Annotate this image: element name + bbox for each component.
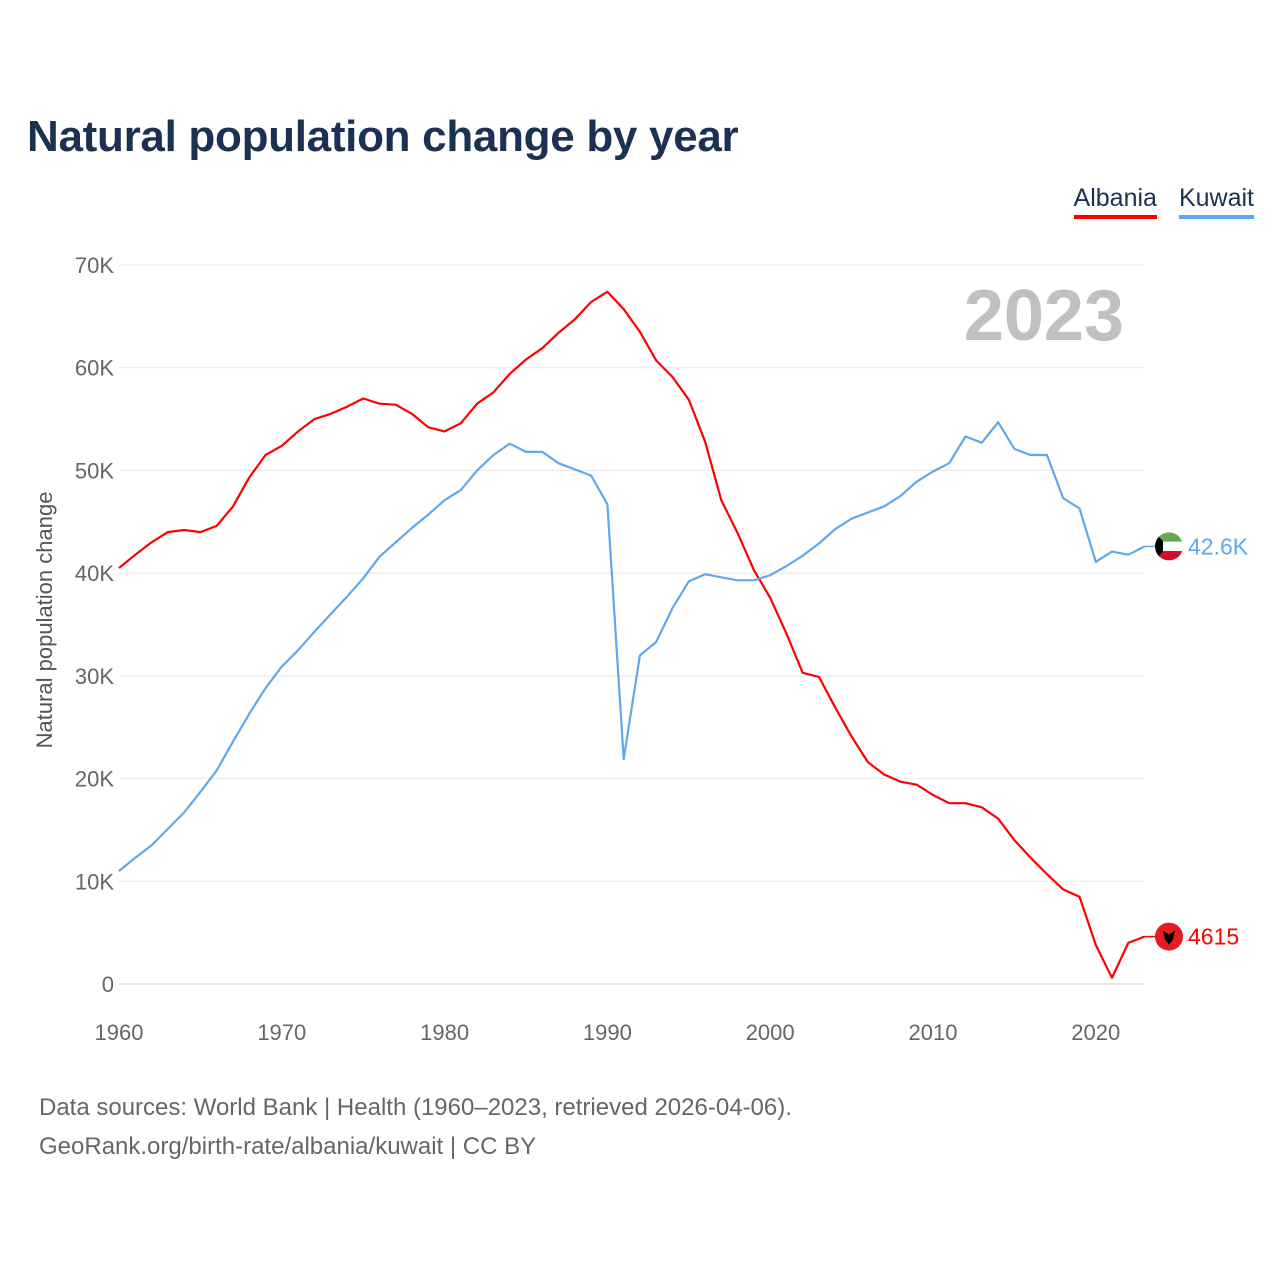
kuwait-flag-icon	[1155, 532, 1183, 561]
year-watermark: 2023	[964, 276, 1124, 356]
y-tick-label: 10K	[75, 869, 114, 894]
legend-kuwait[interactable]: Kuwait	[1178, 184, 1254, 219]
y-tick-label: 0	[102, 972, 114, 997]
x-tick-label: 1990	[583, 1020, 632, 1045]
y-axis-label: Natural population change	[32, 492, 57, 749]
source-note: Data sources: World Bank | Health (1960–…	[39, 1088, 792, 1166]
kuwait-end-value: 42.6K	[1188, 533, 1249, 559]
x-tick-label: 2010	[908, 1020, 957, 1045]
y-tick-label: 70K	[75, 253, 114, 278]
y-tick-label: 60K	[75, 356, 114, 381]
y-tick-label: 20K	[75, 767, 114, 792]
x-tick-label: 1970	[257, 1020, 306, 1045]
albania-end-value: 4615	[1188, 924, 1239, 950]
series-line-kuwait[interactable]	[118, 421, 1146, 872]
source-line-2[interactable]: GeoRank.org/birth-rate/albania/kuwait | …	[39, 1133, 537, 1160]
x-tick-label: 2020	[1071, 1020, 1120, 1045]
legend-albania[interactable]: Albania	[1073, 184, 1157, 219]
chart-title: Natural population change by year	[27, 112, 739, 161]
legend: Albania Kuwait	[1073, 184, 1254, 219]
y-tick-label: 50K	[75, 458, 114, 483]
x-tick-label: 1980	[420, 1020, 469, 1045]
albania-flag-icon	[1155, 922, 1183, 951]
y-tick-label: 40K	[75, 561, 114, 586]
y-tick-label: 30K	[75, 664, 114, 689]
x-tick-label: 1960	[95, 1020, 144, 1045]
x-tick-label: 2000	[746, 1020, 795, 1045]
source-line-1: Data sources: World Bank | Health (1960–…	[39, 1094, 792, 1121]
series-line-albania[interactable]	[118, 290, 1145, 979]
